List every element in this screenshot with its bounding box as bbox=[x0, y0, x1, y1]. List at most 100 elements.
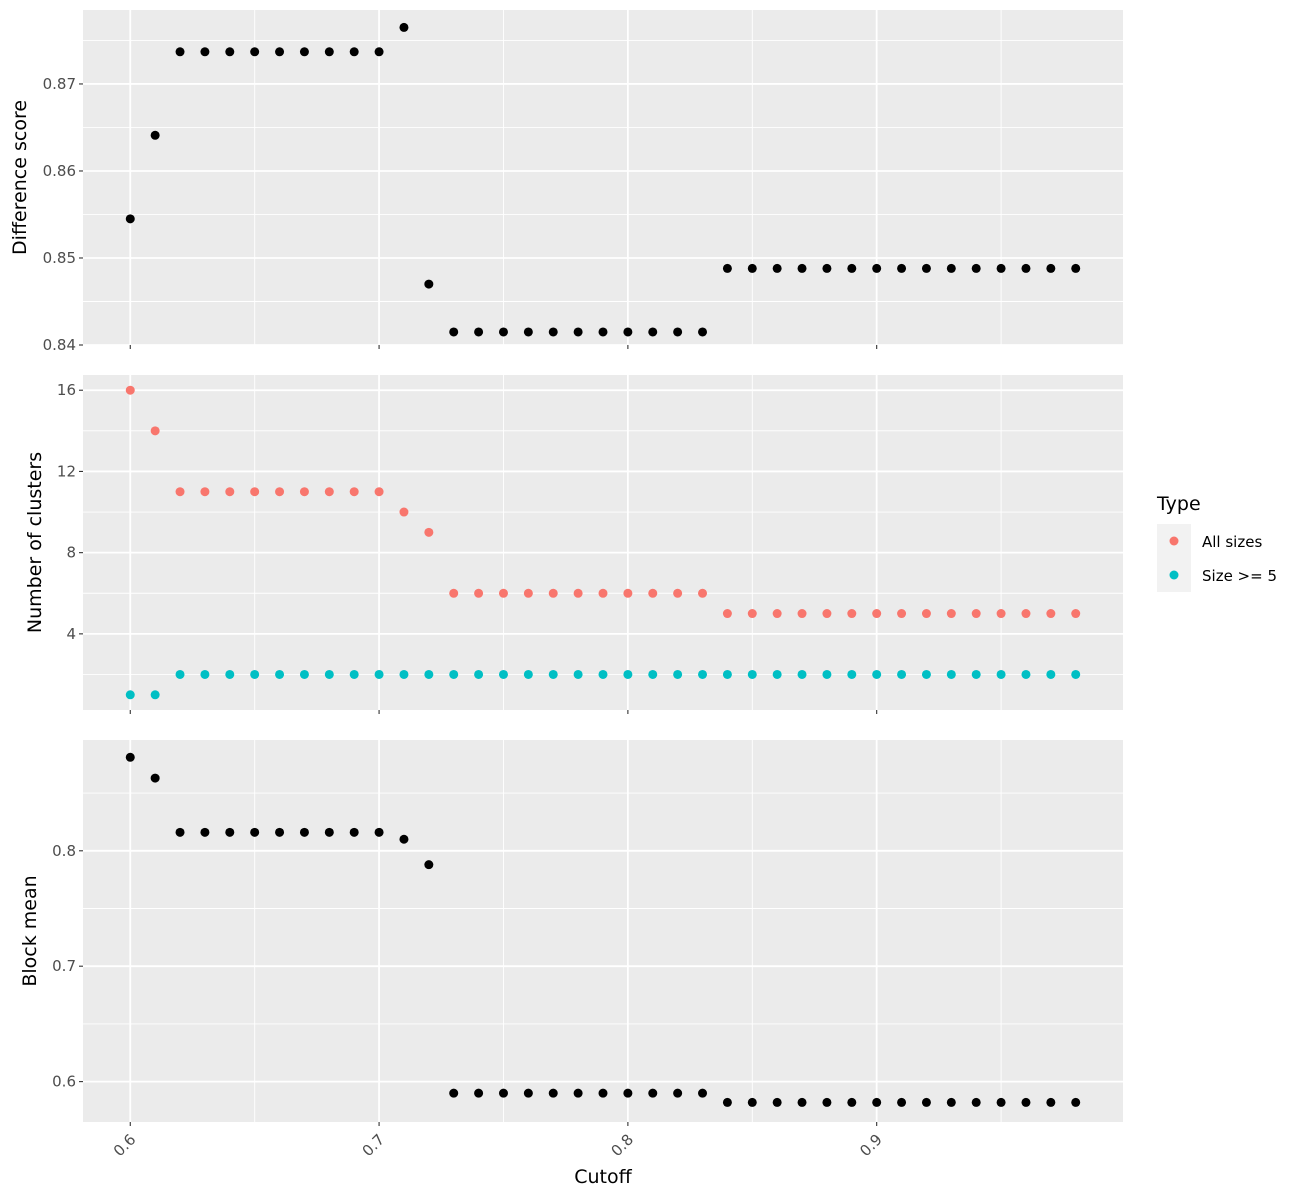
legend-label-all-sizes: All sizes bbox=[1202, 533, 1262, 551]
data-point bbox=[797, 609, 807, 619]
data-point bbox=[598, 588, 608, 598]
data-point bbox=[897, 609, 907, 619]
y-tick-label: 0.84 bbox=[43, 336, 76, 354]
data-point bbox=[598, 1088, 608, 1098]
data-point bbox=[722, 609, 732, 619]
data-point bbox=[822, 609, 832, 619]
panel-3: 0.6 0.7 0.8 Block mean bbox=[19, 740, 1123, 1126]
data-point bbox=[897, 263, 907, 273]
data-point bbox=[449, 1088, 459, 1098]
y-tick-label: 0.85 bbox=[43, 249, 76, 267]
data-point bbox=[921, 609, 931, 619]
panels-layer: 0.84 0.85 0.86 0.87 Difference score 4 8 12 16 Nu… bbox=[9, 10, 1123, 1160]
data-point bbox=[449, 669, 459, 679]
data-point bbox=[548, 1088, 558, 1098]
data-point bbox=[150, 426, 160, 436]
data-point bbox=[996, 669, 1006, 679]
data-point bbox=[449, 327, 459, 337]
data-point bbox=[1071, 263, 1081, 273]
data-point bbox=[474, 669, 484, 679]
y-tick-label: 0.6 bbox=[52, 1073, 76, 1091]
data-point bbox=[722, 669, 732, 679]
data-point bbox=[548, 588, 558, 598]
legend-label-size-5: Size >= 5 bbox=[1202, 567, 1277, 585]
data-point bbox=[399, 669, 409, 679]
data-point bbox=[722, 263, 732, 273]
data-point bbox=[698, 1088, 708, 1098]
data-point bbox=[673, 588, 683, 598]
y-tick-label: 0.86 bbox=[43, 162, 76, 180]
data-point bbox=[324, 827, 334, 837]
data-point bbox=[299, 669, 309, 679]
data-point bbox=[847, 609, 857, 619]
data-point bbox=[1046, 669, 1056, 679]
data-point bbox=[275, 669, 285, 679]
data-point bbox=[474, 1088, 484, 1098]
data-point bbox=[797, 669, 807, 679]
data-point bbox=[548, 327, 558, 337]
data-point bbox=[797, 1097, 807, 1107]
data-point bbox=[200, 47, 210, 57]
y-tick-label: 16 bbox=[57, 381, 76, 399]
data-point bbox=[648, 588, 658, 598]
data-point bbox=[175, 487, 185, 497]
data-point bbox=[299, 827, 309, 837]
data-point bbox=[349, 47, 359, 57]
x-tick-label: 0.9 bbox=[856, 1130, 886, 1160]
data-point bbox=[971, 609, 981, 619]
data-point bbox=[946, 609, 956, 619]
data-point bbox=[523, 669, 533, 679]
legend-point-size-5 bbox=[1169, 570, 1179, 580]
data-point bbox=[1021, 263, 1031, 273]
y-tick-label: 0.8 bbox=[52, 842, 76, 860]
data-point bbox=[175, 827, 185, 837]
data-point bbox=[150, 690, 160, 700]
data-point bbox=[324, 487, 334, 497]
data-point bbox=[747, 609, 757, 619]
data-point bbox=[996, 609, 1006, 619]
data-point bbox=[1071, 609, 1081, 619]
data-point bbox=[673, 327, 683, 337]
data-point bbox=[424, 860, 434, 870]
data-point bbox=[125, 385, 135, 395]
data-point bbox=[971, 263, 981, 273]
data-point bbox=[424, 669, 434, 679]
y-tick-label: 4 bbox=[66, 625, 76, 643]
data-point bbox=[474, 588, 484, 598]
data-point bbox=[175, 669, 185, 679]
x-tick-label: 0.6 bbox=[110, 1130, 140, 1160]
data-point bbox=[822, 1097, 832, 1107]
data-point bbox=[847, 1097, 857, 1107]
data-point bbox=[250, 669, 260, 679]
data-point bbox=[1046, 609, 1056, 619]
data-point bbox=[872, 609, 882, 619]
data-point bbox=[772, 1097, 782, 1107]
data-point bbox=[623, 327, 633, 337]
data-point bbox=[399, 22, 409, 32]
data-point bbox=[772, 263, 782, 273]
data-point bbox=[324, 47, 334, 57]
data-point bbox=[349, 669, 359, 679]
data-point bbox=[648, 327, 658, 337]
data-point bbox=[225, 669, 235, 679]
data-point bbox=[971, 1097, 981, 1107]
data-point bbox=[946, 669, 956, 679]
data-point bbox=[598, 327, 608, 337]
data-point bbox=[598, 669, 608, 679]
data-point bbox=[523, 588, 533, 598]
legend: Type All sizes Size >= 5 bbox=[1156, 493, 1277, 592]
data-point bbox=[1021, 669, 1031, 679]
data-point bbox=[374, 827, 384, 837]
data-point bbox=[847, 669, 857, 679]
panel-background bbox=[83, 375, 1123, 710]
x-tick-label: 0.7 bbox=[359, 1130, 389, 1160]
data-point bbox=[349, 487, 359, 497]
data-point bbox=[125, 690, 135, 700]
data-point bbox=[822, 669, 832, 679]
data-point bbox=[673, 669, 683, 679]
x-tick-label: 0.8 bbox=[607, 1130, 637, 1160]
data-point bbox=[399, 834, 409, 844]
panel-background bbox=[83, 10, 1123, 345]
data-point bbox=[698, 327, 708, 337]
